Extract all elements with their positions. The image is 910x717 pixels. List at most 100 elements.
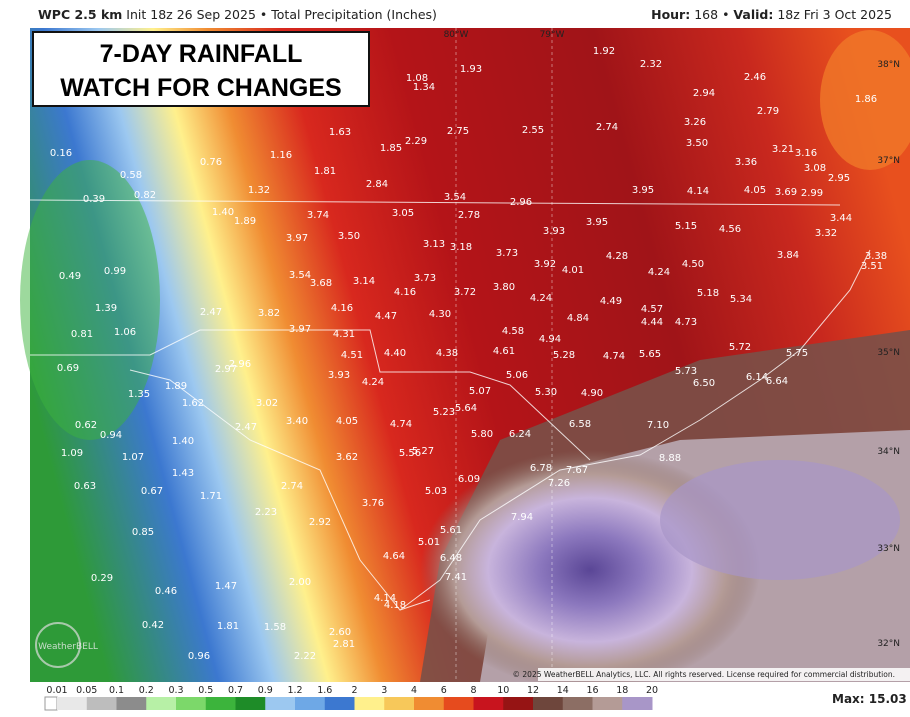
rainfall-label: 5.27 bbox=[412, 446, 434, 457]
rainfall-label: 5.15 bbox=[675, 221, 697, 232]
rainfall-label: 3.97 bbox=[286, 233, 308, 244]
rainfall-label: 0.29 bbox=[91, 573, 113, 584]
rainfall-label: 0.58 bbox=[120, 170, 142, 181]
rainfall-label: 4.14 bbox=[687, 186, 709, 197]
colorbar-swatch bbox=[235, 697, 266, 710]
colorbar-swatch bbox=[295, 697, 326, 710]
max-value: Max: 15.03 bbox=[832, 692, 907, 706]
valid: 18z Fri 3 Oct 2025 bbox=[777, 7, 892, 22]
rainfall-label: 5.23 bbox=[433, 407, 455, 418]
rainfall-label: 1.63 bbox=[329, 127, 351, 138]
colorbar-swatch bbox=[503, 697, 534, 710]
rainfall-label: 4.49 bbox=[600, 296, 622, 307]
rainfall-label: 7.26 bbox=[548, 478, 570, 489]
coastline bbox=[399, 249, 871, 611]
northeast-area bbox=[820, 30, 910, 170]
rainfall-label: 2.55 bbox=[522, 125, 544, 136]
colorbar-label: 10 bbox=[497, 685, 509, 696]
rainfall-label: 0.94 bbox=[100, 430, 122, 441]
rainfall-label: 4.16 bbox=[394, 287, 416, 298]
rainfall-label: 3.69 bbox=[775, 187, 797, 198]
colorbar-swatch bbox=[324, 697, 355, 710]
rainfall-label: 0.81 bbox=[71, 329, 93, 340]
colorbar-label: 20 bbox=[646, 685, 658, 696]
rainfall-label: 3.74 bbox=[307, 210, 329, 221]
colorbar-swatch bbox=[116, 697, 147, 710]
rainfall-label: 4.74 bbox=[603, 351, 625, 362]
rainfall-label: 3.36 bbox=[735, 157, 757, 168]
rainfall-label: 1.62 bbox=[182, 398, 204, 409]
logo: WeatherBELL bbox=[38, 642, 98, 652]
colorbar-label: 0.9 bbox=[258, 685, 273, 696]
rainfall-label: 2.00 bbox=[289, 577, 311, 588]
rainfall-label: 0.42 bbox=[142, 620, 164, 631]
rainfall-label: 3.21 bbox=[772, 144, 794, 155]
rainfall-label: 4.16 bbox=[331, 303, 353, 314]
rainfall-label: 4.51 bbox=[341, 350, 363, 361]
hour-label: Hour: bbox=[651, 7, 691, 22]
rainfall-label: 5.65 bbox=[639, 349, 661, 360]
rainfall-label: 0.39 bbox=[83, 194, 105, 205]
rainfall-label: 3.38 bbox=[865, 251, 887, 262]
colorbar-swatch bbox=[176, 697, 207, 710]
rainfall-label: 5.01 bbox=[418, 537, 440, 548]
rainfall-label: 5.75 bbox=[786, 348, 808, 359]
rainfall-label: 4.05 bbox=[336, 416, 358, 427]
rainfall-label: 3.72 bbox=[454, 287, 476, 298]
lat-label: 38°N bbox=[877, 60, 900, 70]
colorbar-swatch bbox=[146, 697, 177, 710]
rainfall-label: 3.92 bbox=[534, 259, 556, 270]
rainfall-label: 8.88 bbox=[659, 453, 681, 464]
rainfall-label: 1.34 bbox=[413, 82, 435, 93]
colorbar-label: 1.6 bbox=[317, 685, 332, 696]
rainfall-label: 0.69 bbox=[57, 363, 79, 374]
rainfall-label: 2.74 bbox=[281, 481, 303, 492]
colorbar-label: 4 bbox=[411, 685, 417, 696]
rainfall-label: 4.47 bbox=[375, 311, 397, 322]
rainfall-label: 0.16 bbox=[50, 148, 72, 159]
offshore-area bbox=[660, 460, 900, 580]
hour: 168 bbox=[694, 7, 719, 22]
rainfall-label: 3.54 bbox=[289, 270, 311, 281]
colorbar-label: 1.2 bbox=[287, 685, 302, 696]
rainfall-label: 1.16 bbox=[270, 150, 292, 161]
copyright: © 2025 WeatherBELL Analytics, LLC. All r… bbox=[513, 670, 895, 679]
rainfall-label: 5.30 bbox=[535, 387, 557, 398]
colorbar-swatch bbox=[562, 697, 593, 710]
rainfall-label: 1.06 bbox=[114, 327, 136, 338]
rainfall-label: 0.96 bbox=[188, 651, 210, 662]
rainfall-label: 2.79 bbox=[757, 106, 779, 117]
rainfall-label: 6.50 bbox=[693, 378, 715, 389]
rainfall-label: 2.96 bbox=[510, 197, 532, 208]
rainfall-label: 2.47 bbox=[200, 307, 222, 318]
rainfall-label: 6.09 bbox=[458, 474, 480, 485]
colorbar-swatch bbox=[414, 697, 445, 710]
rainfall-label: 3.54 bbox=[444, 192, 466, 203]
colorbar-label: 0.05 bbox=[76, 685, 97, 696]
rainfall-label: 1.32 bbox=[248, 185, 270, 196]
rainfall-label: 2.94 bbox=[693, 88, 715, 99]
rainfall-label: 3.84 bbox=[777, 250, 799, 261]
colorbar-swatch bbox=[86, 697, 117, 710]
colorbar-label: 8 bbox=[470, 685, 476, 696]
rainfall-label: 7.94 bbox=[511, 512, 533, 523]
logo-ring bbox=[35, 622, 81, 668]
rainfall-label: 2.60 bbox=[329, 627, 351, 638]
rainfall-label: 4.61 bbox=[493, 346, 515, 357]
rainfall-label: 1.40 bbox=[172, 436, 194, 447]
rainfall-label: 2.84 bbox=[366, 179, 388, 190]
rainfall-label: 1.85 bbox=[380, 143, 402, 154]
rainfall-label: 3.73 bbox=[496, 248, 518, 259]
rainfall-label: 3.68 bbox=[310, 278, 332, 289]
colorbar-edge bbox=[44, 696, 58, 711]
rainfall-label: 3.76 bbox=[362, 498, 384, 509]
colorbar-label: 12 bbox=[527, 685, 539, 696]
rainfall-label: 3.40 bbox=[286, 416, 308, 427]
rainfall-label: 7.67 bbox=[566, 465, 588, 476]
rainfall-label: 3.93 bbox=[328, 370, 350, 381]
rainfall-label: 1.86 bbox=[855, 94, 877, 105]
overlay-line: 7-DAY RAINFALL bbox=[99, 40, 303, 68]
rainfall-label: 3.13 bbox=[423, 239, 445, 250]
colorbar-label: 0.5 bbox=[198, 685, 213, 696]
